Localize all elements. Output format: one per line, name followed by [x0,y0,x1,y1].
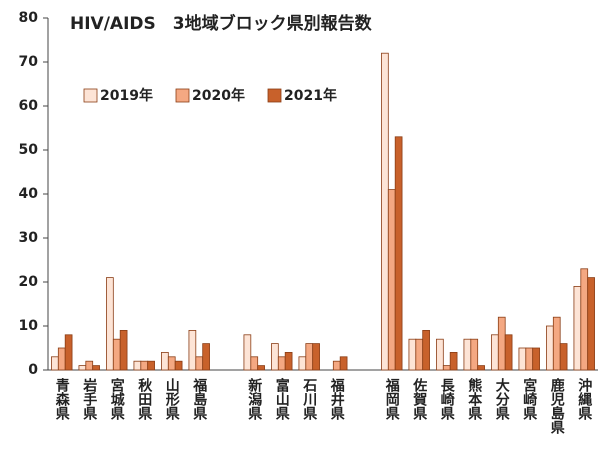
x-tick-label: 福島県 [191,377,208,421]
bar [64,334,73,371]
bar [497,316,506,371]
x-tick-label: 熊本県 [466,377,482,421]
bar [552,316,561,371]
bar [106,277,114,371]
bar [298,356,307,371]
bar [415,338,424,371]
bar [408,338,417,371]
bar [442,365,451,371]
bar [277,356,286,371]
x-tick-label: 秋田県 [136,377,152,421]
legend-swatch [175,88,190,103]
bar [470,338,479,371]
x-tick-label: 新潟県 [246,377,262,421]
bar [92,365,100,371]
x-tick-label: 沖縄県 [576,377,592,421]
bar [518,347,527,371]
bar [449,351,458,371]
y-tick-label: 80 [19,10,39,26]
x-tick-label: 山形県 [164,378,180,421]
x-tick-label: 福井県 [329,377,346,421]
legend-label: 2020年 [192,87,245,104]
bar [147,360,155,371]
bar [546,325,554,371]
legend-swatch [267,88,282,103]
chart-title: HIV/AIDS 3地域ブロック県別報告数 [70,13,373,34]
y-tick-label: 50 [19,142,39,158]
legend-swatch [83,88,98,103]
bar [284,351,293,371]
bar [174,360,183,371]
bar [112,338,121,371]
x-tick-label: 宮城県 [109,377,125,421]
bar [133,360,142,371]
bar [580,268,589,371]
y-tick-label: 20 [19,274,39,290]
bar [257,365,265,371]
bar [119,329,128,371]
bar [85,360,94,371]
bar [161,351,169,371]
bar [202,343,210,371]
y-tick-label: 40 [19,186,39,202]
bar [332,360,341,371]
x-tick-label: 福岡県 [384,377,401,421]
y-tick-label: 0 [28,362,38,378]
x-tick-label: 岩手県 [81,377,98,421]
bar [250,356,259,371]
bar [305,343,314,371]
bar [477,365,485,371]
bar [243,334,252,371]
x-tick-label: 石川県 [301,378,318,421]
bar [312,343,320,371]
bar [394,136,403,371]
bar [491,334,499,371]
x-tick-label: 長崎県 [439,378,455,421]
x-tick-label: 富山県 [274,377,290,421]
bar [381,52,389,371]
bar [78,365,87,371]
legend-label: 2021年 [284,87,337,104]
x-tick-label: 青森県 [54,377,70,421]
bar [422,329,430,371]
bar [57,347,66,371]
x-tick-label: 佐賀県 [411,377,428,421]
bar [587,277,595,371]
bar [525,347,534,371]
bar [140,360,149,371]
bar [387,189,396,371]
bar [195,356,204,371]
bar [188,329,197,371]
y-tick-label: 10 [19,318,39,334]
bar [271,343,279,371]
bar [532,347,540,371]
y-tick-label: 30 [19,230,39,246]
y-tick-label: 60 [19,98,39,114]
bar [436,338,444,371]
bar [573,285,582,371]
bar [339,356,348,371]
bar [51,356,59,371]
y-tick-label: 70 [19,54,39,70]
bar [463,338,472,371]
bar [504,334,513,371]
x-tick-label: 宮崎県 [521,377,537,421]
bar [167,356,176,371]
bar [559,343,568,371]
x-tick-label: 大分県 [494,377,510,421]
x-tick-label: 鹿児島県 [549,377,566,435]
legend-label: 2019年 [100,87,153,104]
